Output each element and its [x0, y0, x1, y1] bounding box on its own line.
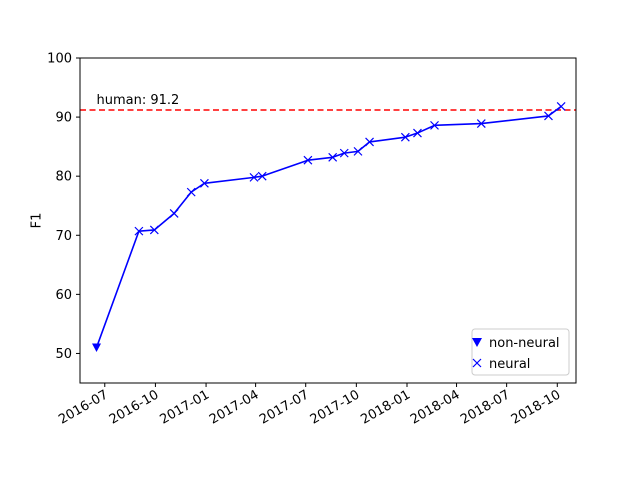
point-neural	[186, 187, 196, 197]
y-axis-label: F1	[30, 213, 45, 229]
legend-marker-non-neural	[472, 338, 482, 347]
point-neural	[556, 102, 566, 111]
data-series	[92, 102, 566, 353]
point-neural	[169, 208, 179, 218]
point-neural	[303, 155, 313, 165]
y-axis-ticks: 50 60 70 80 90 100	[47, 52, 80, 362]
x-tick-label: 2017-01	[158, 387, 213, 427]
point-neural	[134, 226, 144, 236]
point-neural	[365, 137, 374, 147]
legend-frame	[471, 328, 570, 376]
legend: non-neural neural	[471, 328, 570, 376]
point-neural	[199, 178, 209, 188]
x-tick-label: 2018-04	[408, 387, 463, 427]
point-neural	[339, 148, 349, 158]
human-reference-line-group: human: 91.2	[80, 93, 576, 111]
point-neural	[476, 119, 486, 129]
legend-label-non-neural: non-neural	[489, 336, 560, 351]
point-neural	[430, 120, 439, 130]
plot-area-frame	[79, 57, 577, 384]
point-non-neural	[92, 343, 102, 353]
point-neural	[149, 225, 159, 235]
y-tick-label: 70	[55, 229, 72, 244]
sota-progress-line	[95, 105, 562, 348]
x-tick-label: 2017-10	[308, 387, 363, 427]
x-tick-label: 2017-07	[257, 387, 312, 427]
y-tick-label: 80	[55, 170, 72, 185]
legend-marker-neural	[472, 358, 482, 368]
x-axis-ticks: 2016-072016-102017-012017-042017-072017-…	[56, 383, 563, 428]
point-neural	[353, 146, 363, 156]
point-neural	[413, 128, 422, 138]
x-tick-label: 2017-04	[207, 387, 262, 427]
y-tick-label: 60	[55, 288, 72, 303]
x-tick-label: 2018-10	[509, 387, 564, 427]
human-reference-label: human: 91.2	[97, 93, 180, 108]
y-tick-label: 50	[55, 347, 72, 362]
point-neural	[257, 171, 267, 181]
y-tick-label: 100	[47, 52, 72, 67]
x-tick-label: 2016-10	[107, 387, 162, 427]
point-neural	[249, 172, 259, 182]
x-tick-label: 2018-07	[458, 387, 513, 427]
x-tick-label: 2016-07	[56, 387, 111, 427]
legend-label-neural: neural	[489, 357, 530, 372]
point-neural	[544, 111, 553, 121]
point-neural	[328, 152, 338, 162]
x-tick-label: 2018-01	[358, 387, 413, 427]
point-neural	[400, 132, 410, 142]
y-tick-label: 90	[55, 111, 72, 126]
